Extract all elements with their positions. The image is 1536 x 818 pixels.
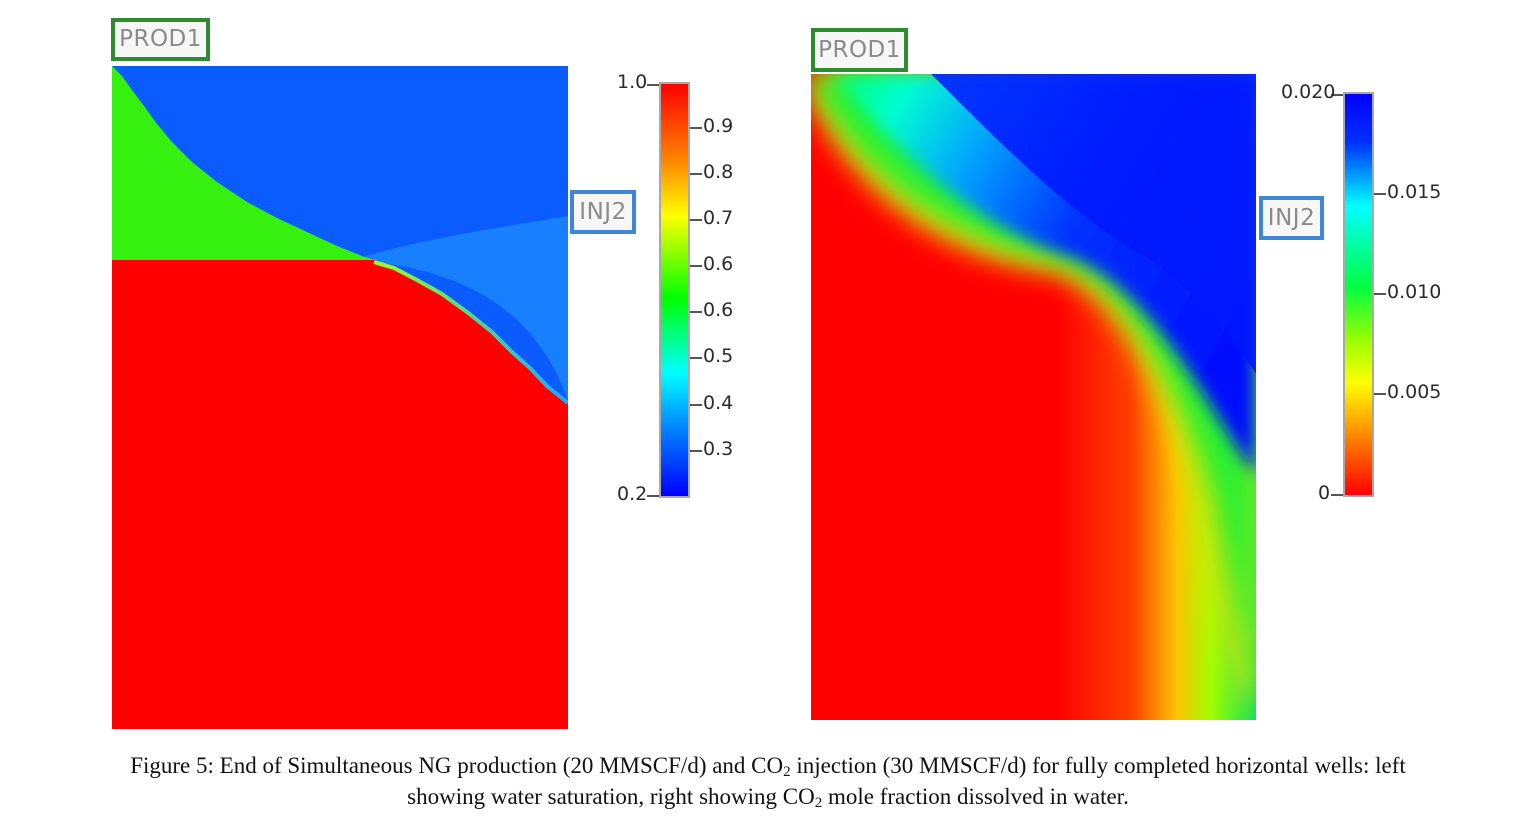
left-colorbar-min-tick xyxy=(647,495,659,497)
right-co2-field xyxy=(811,74,1256,720)
left-colorbar-tick-label: 0.8 xyxy=(703,161,734,183)
right-colorbar-min-label: 0 xyxy=(1318,482,1331,504)
left-colorbar-tick xyxy=(690,404,702,406)
right-colorbar-min-tick xyxy=(1331,494,1343,496)
figure-caption: Figure 5: End of Simultaneous NG product… xyxy=(40,750,1496,812)
right-colorbar-max-label: 0.020 xyxy=(1281,81,1336,103)
right-colorbar-tick-label: 0.005 xyxy=(1387,381,1442,403)
left-colorbar-tick xyxy=(690,311,702,313)
left-colorbar-tick-label: 0.6 xyxy=(703,299,734,321)
left-colorbar xyxy=(659,82,690,498)
right-colorbar-tick xyxy=(1374,393,1386,395)
right-colorbar-max-tick xyxy=(1331,94,1343,96)
green-zone xyxy=(112,66,374,260)
left-saturation-field xyxy=(112,66,568,729)
caption-line-1: Figure 5: End of Simultaneous NG product… xyxy=(130,753,1406,780)
left-colorbar-tick-label: 0.6 xyxy=(703,253,734,275)
left-colorbar-tick-label: 0.3 xyxy=(703,438,734,460)
left-colorbar-tick-label: 0.7 xyxy=(703,207,734,229)
red-zone xyxy=(112,260,568,729)
left-colorbar-min-label: 0.2 xyxy=(617,483,648,505)
right-inj2-label: INJ2 xyxy=(1259,196,1324,240)
left-colorbar-max-tick xyxy=(647,84,659,86)
blue-core xyxy=(931,74,1256,374)
right-colorbar-tick-label: 0.015 xyxy=(1387,181,1442,203)
left-inj2-label: INJ2 xyxy=(570,190,636,234)
light-blue-zone xyxy=(352,216,568,401)
left-colorbar-tick xyxy=(690,127,702,129)
right-prod1-label: PROD1 xyxy=(811,28,908,72)
left-colorbar-tick xyxy=(690,450,702,452)
left-colorbar-tick-label: 0.5 xyxy=(703,345,734,367)
left-colorbar-tick xyxy=(690,265,702,267)
front-line xyxy=(373,260,568,405)
left-colorbar-tick xyxy=(690,219,702,221)
left-colorbar-tick xyxy=(690,357,702,359)
left-colorbar-tick xyxy=(690,173,702,175)
right-colorbar xyxy=(1343,92,1374,497)
left-colorbar-tick-label: 0.4 xyxy=(703,392,734,414)
caption-line-2: showing water saturation, right showing … xyxy=(407,784,1129,811)
left-prod1-label: PROD1 xyxy=(111,18,210,61)
right-colorbar-tick xyxy=(1374,293,1386,295)
left-colorbar-max-label: 1.0 xyxy=(617,71,648,93)
right-colorbar-tick xyxy=(1374,193,1386,195)
left-colorbar-tick-label: 0.9 xyxy=(703,115,734,137)
right-colorbar-tick-label: 0.010 xyxy=(1387,281,1442,303)
